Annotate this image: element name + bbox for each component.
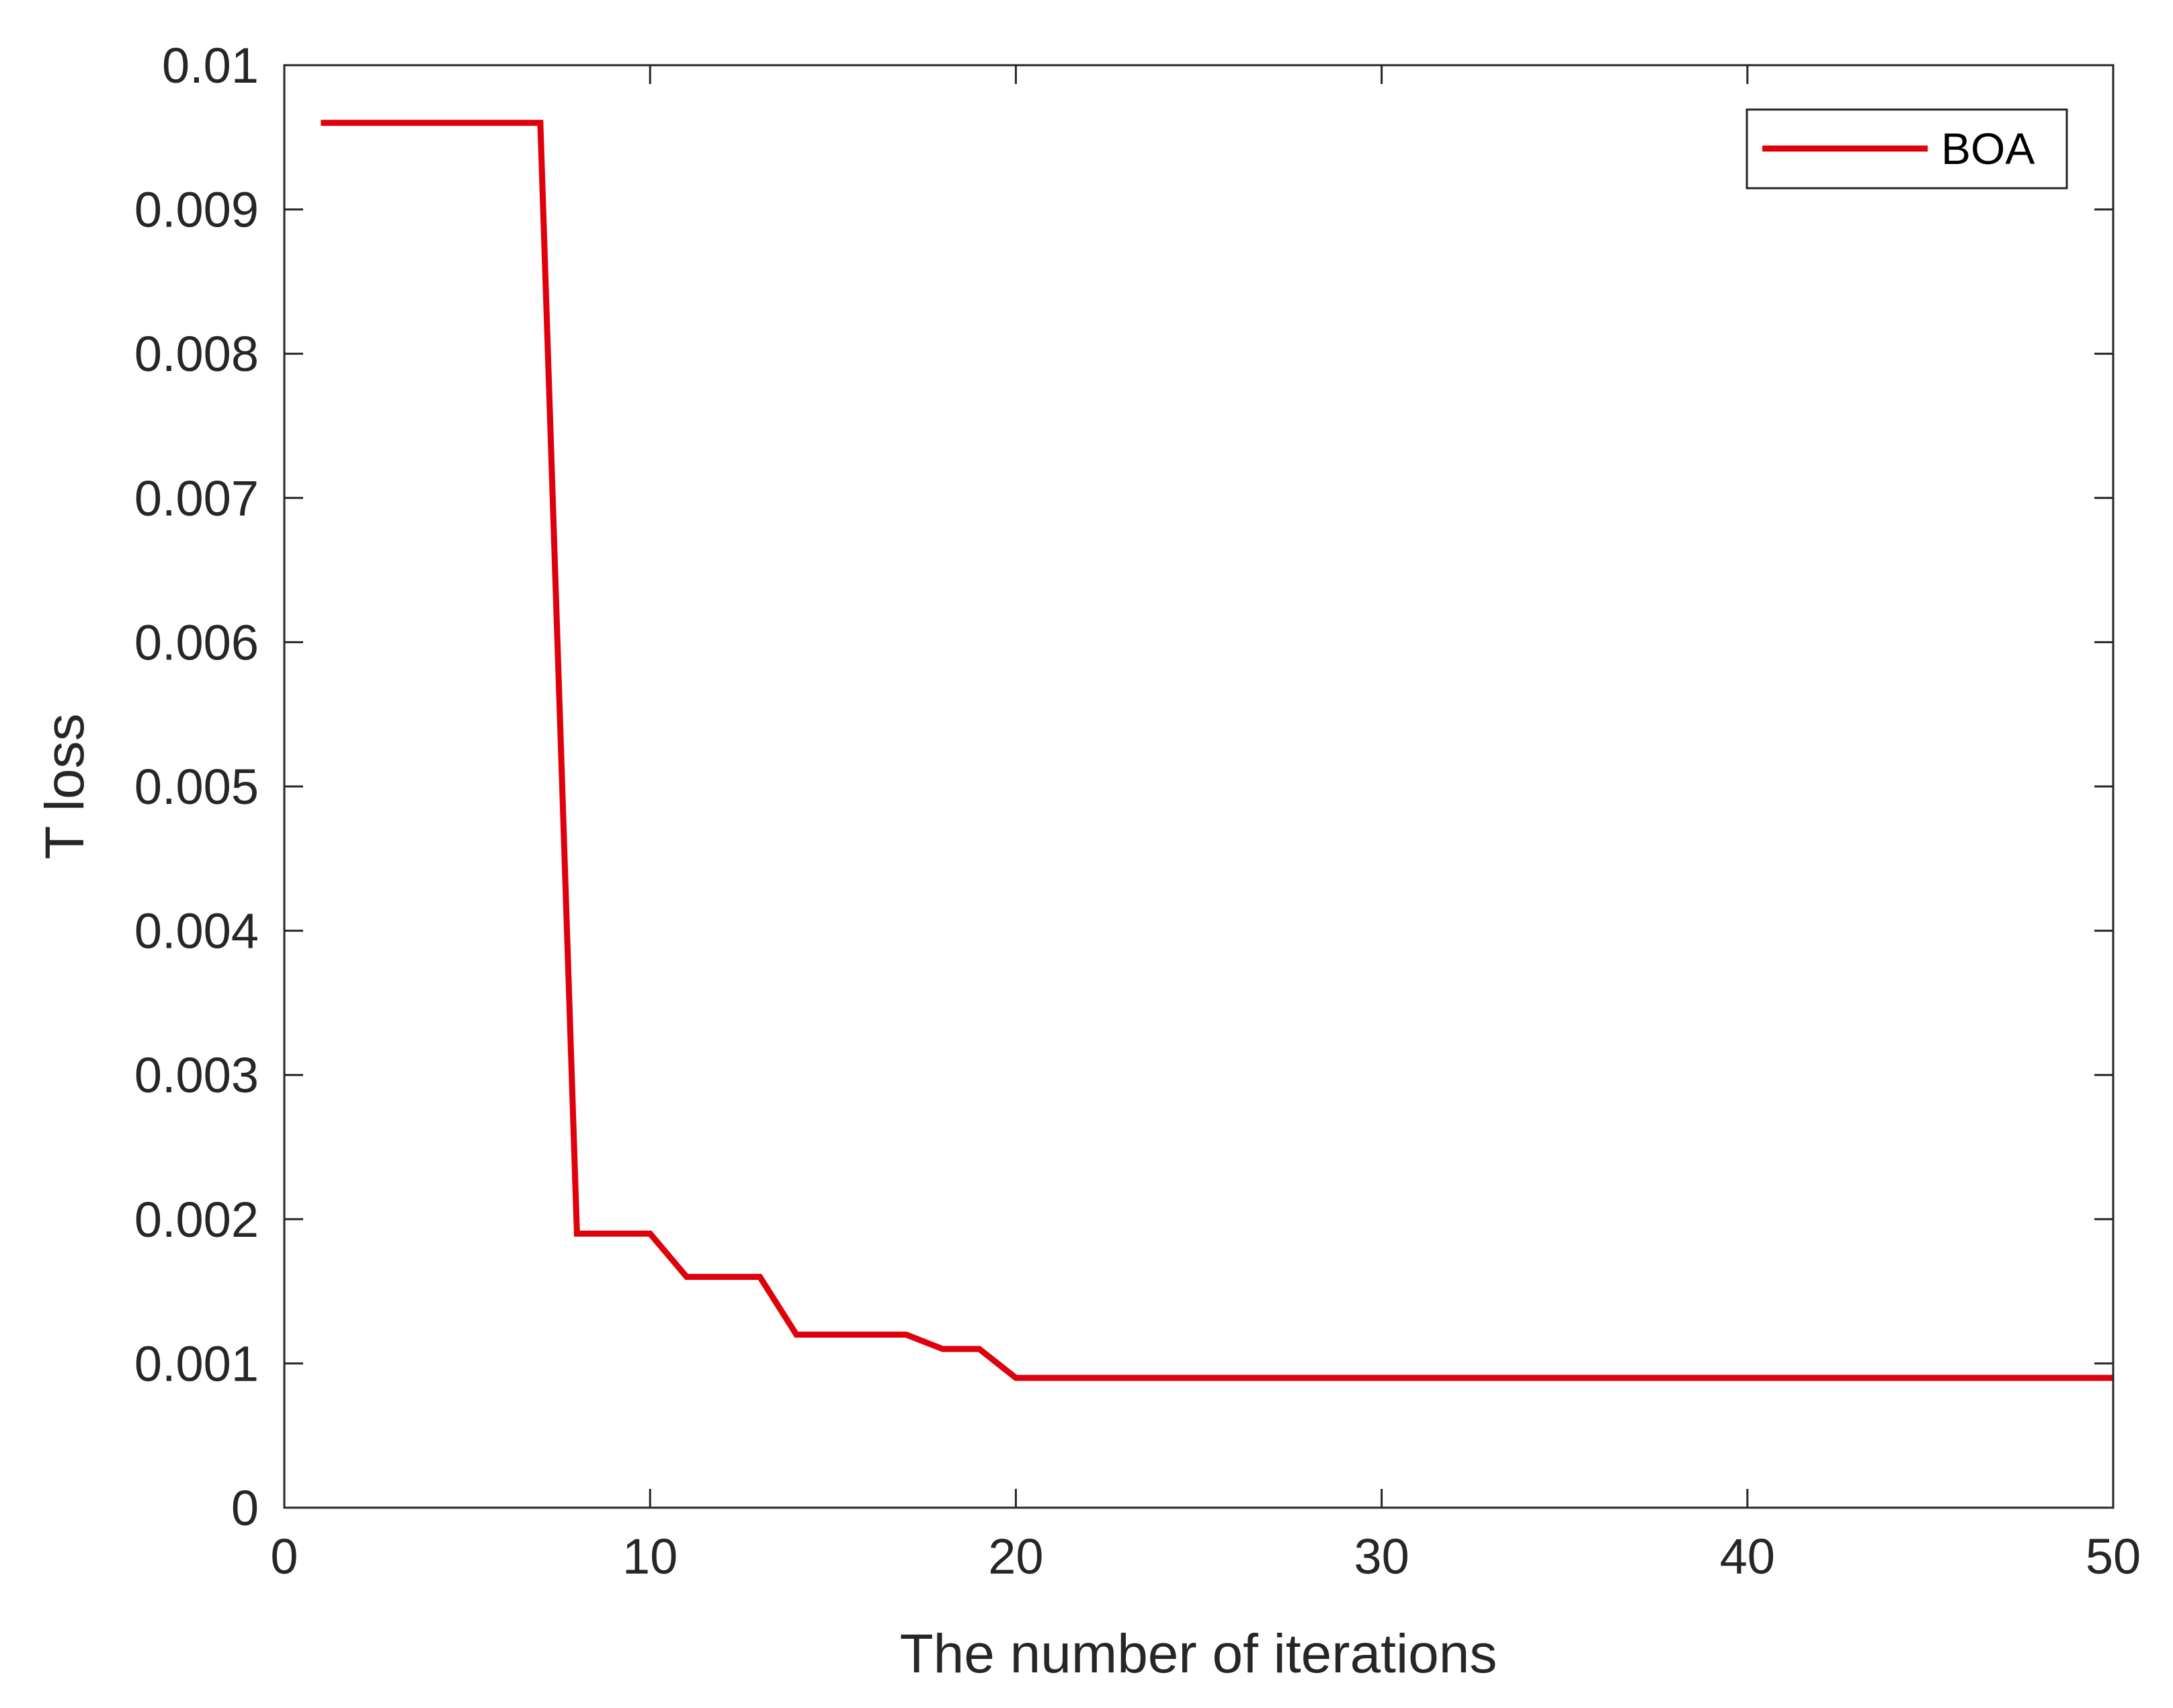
y-tick-label: 0.001	[134, 1336, 259, 1391]
y-tick-label: 0.005	[134, 759, 259, 815]
y-tick-label: 0.009	[134, 182, 259, 238]
y-tick-label: 0.003	[134, 1047, 259, 1103]
x-tick-label: 40	[1720, 1529, 1775, 1584]
y-tick-labels: 0 0.001 0.002 0.003 0.004 0.005 0.006 0.007 0.00…	[134, 38, 259, 1536]
y-tick-label: 0.002	[134, 1192, 259, 1248]
y-tick-label: 0.01	[162, 38, 259, 93]
legend: BOA	[1746, 108, 2068, 190]
x-tick-labels: 0 10 20 30 40 50	[270, 1529, 2141, 1584]
y-axis-label: T loss	[34, 713, 95, 859]
x-tick-label: 0	[270, 1529, 298, 1584]
x-tick-label: 20	[988, 1529, 1043, 1584]
axes-box	[283, 64, 2115, 1509]
y-tick-label: 0.008	[134, 326, 259, 382]
y-tick-label: 0.004	[134, 903, 259, 959]
plot-area	[284, 65, 2113, 1508]
x-tick-label: 30	[1354, 1529, 1409, 1584]
legend-label-boa: BOA	[1941, 124, 2035, 173]
y-tick-label: 0.006	[134, 614, 259, 670]
x-tick-label: 10	[622, 1529, 678, 1584]
x-axis-label: The number of iterations	[900, 1623, 1498, 1684]
y-tick-label: 0	[231, 1480, 259, 1536]
series-line-boa	[321, 120, 2113, 1381]
x-tick-label: 50	[2086, 1529, 2141, 1584]
series-lines	[321, 120, 2113, 1381]
y-tick-label: 0.007	[134, 471, 259, 526]
